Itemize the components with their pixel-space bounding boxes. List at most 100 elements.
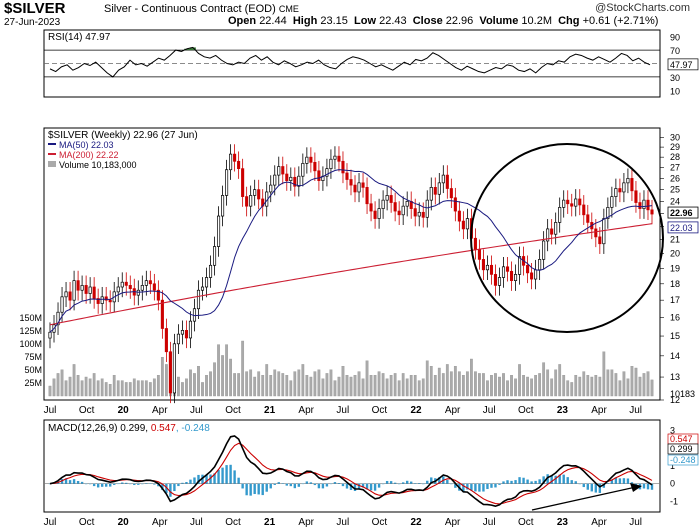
macd-x-tick-label: Oct: [225, 517, 241, 528]
volume-bar: [610, 369, 614, 397]
candle-body: [449, 188, 453, 199]
price-x-tick-label: Oct: [372, 405, 388, 416]
macd-histogram-bar: [626, 478, 630, 484]
macd-histogram-bar: [189, 479, 192, 484]
macd-histogram-bar: [177, 483, 180, 487]
price-tick-label: 26: [670, 173, 680, 183]
macd-histogram-bar: [418, 483, 421, 484]
macd-histogram-bar: [88, 483, 92, 485]
macd-histogram-bar: [482, 483, 485, 492]
volume-bar: [506, 380, 509, 397]
ticker-symbol: $SILVER: [4, 0, 66, 17]
candle-body: [610, 196, 614, 208]
macd-histogram-bar: [113, 483, 116, 485]
high-label: High: [292, 15, 318, 27]
macd-histogram-bar: [269, 483, 272, 489]
macd-histogram-bar: [381, 483, 385, 485]
candle-body: [277, 166, 281, 176]
macd-histogram-bar: [446, 479, 449, 484]
macd-histogram-bar: [582, 483, 585, 488]
last-close-box: [667, 206, 699, 219]
macd-histogram-bar: [181, 482, 184, 484]
candle-body: [217, 215, 221, 247]
candle-body: [200, 286, 205, 291]
macd-histogram-bar: [538, 479, 541, 484]
volume-legend: Volume 10,183,000: [59, 160, 137, 170]
macd-x-tick-label: Oct: [79, 517, 95, 528]
macd-histogram-bar: [297, 483, 301, 487]
price-legend-title: $SILVER (Weekly) 22.96 (27 Jun): [48, 130, 198, 141]
volume-bar: [229, 358, 232, 397]
candle-body: [501, 266, 506, 278]
macd-value-box: [667, 443, 699, 455]
price-tick-label: 16: [670, 313, 680, 323]
price-x-tick-label: Oct: [225, 405, 241, 416]
macd-tick-label: -1: [670, 496, 678, 506]
macd-histogram-bar: [325, 483, 329, 487]
macd-histogram-bar: [161, 483, 164, 491]
volume-bar: [273, 369, 277, 397]
volume-bar: [181, 382, 184, 397]
volume-bar: [421, 378, 425, 397]
candle-body: [489, 264, 494, 275]
candle-body: [208, 264, 213, 278]
low-value: 22.43: [379, 15, 407, 27]
volume-bar: [253, 376, 257, 397]
macd-histogram-bar: [80, 481, 84, 484]
macd-histogram-bar: [265, 483, 268, 492]
price-x-tick-label: 20: [118, 405, 130, 416]
macd-x-tick-label: Apr: [445, 517, 461, 528]
macd-histogram-bar: [590, 483, 593, 492]
candle-body: [397, 210, 401, 216]
candle-body: [369, 203, 373, 212]
macd-histogram-bar: [209, 474, 212, 484]
macd-histogram-bar: [349, 483, 353, 491]
exchange-label: CME: [278, 4, 299, 14]
instrument-name-text: Silver - Continuous Contract (EOD): [104, 3, 276, 15]
volume-bar: [152, 378, 156, 397]
candle-body: [389, 195, 393, 203]
last-close-label: 22.96: [670, 208, 693, 218]
macd-histogram-bar: [197, 474, 200, 484]
candle-body: [313, 161, 317, 172]
macd-histogram-bar: [506, 480, 509, 484]
candle-body: [172, 343, 176, 394]
candle-body: [104, 296, 108, 301]
candle-body: [481, 259, 485, 271]
candle-body: [638, 202, 642, 209]
volume-bar: [333, 380, 337, 397]
candle-body: [289, 176, 293, 181]
macd-histogram-bar: [598, 483, 602, 493]
candle-body: [546, 228, 550, 242]
macd-histogram-bar: [273, 483, 276, 485]
macd-histogram-bar: [478, 483, 481, 492]
macd-histogram-bar: [642, 483, 646, 489]
macd-histogram-bar: [321, 483, 325, 489]
candle-body: [646, 199, 650, 211]
candle-body: [333, 155, 337, 160]
price-tick-label: 17: [670, 295, 680, 305]
macd-histogram-bar: [630, 482, 634, 484]
candle-body: [148, 280, 152, 285]
macd-x-tick-label: Oct: [372, 517, 388, 528]
ma50-value-label: 22.03: [670, 223, 693, 233]
volume-bar: [108, 384, 112, 397]
candle-body: [273, 174, 277, 186]
volume-tick-label: 50M: [24, 365, 42, 375]
candle-body: [433, 187, 437, 195]
macd-histogram-bar: [594, 483, 598, 493]
macd-histogram-bar: [249, 483, 252, 496]
volume-bar: [140, 380, 144, 397]
candle-body: [317, 170, 321, 181]
volume-bar: [329, 369, 333, 397]
volume-bar: [538, 373, 542, 397]
candle-body: [204, 277, 209, 288]
candle-body: [405, 200, 409, 207]
candle-body: [538, 259, 542, 271]
price-tick-label: 20: [670, 249, 680, 259]
candle-body: [606, 207, 610, 219]
candle-body: [100, 296, 104, 304]
volume-bar: [522, 375, 525, 397]
volume-bar: [594, 375, 598, 397]
candle-body: [518, 256, 522, 275]
